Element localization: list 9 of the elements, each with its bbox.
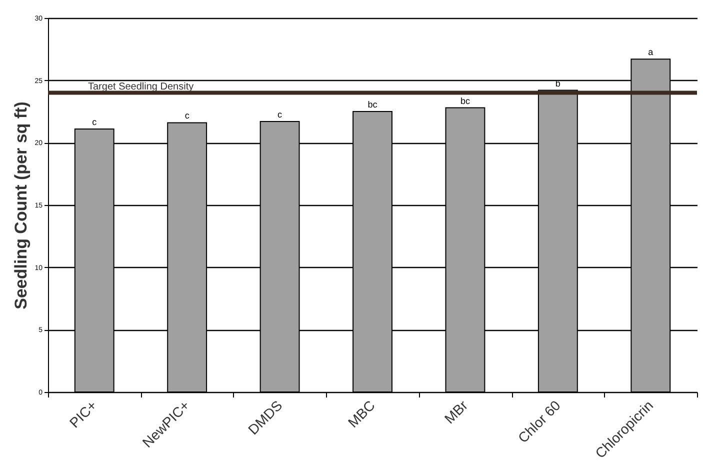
annotation: bc [368, 100, 378, 110]
x-tick-label: MBr [441, 396, 471, 427]
ref-line-label: Target Seedling Density [88, 81, 194, 92]
y-axis-title: Seedling Count (per sq ft) [12, 102, 31, 310]
annotation: c [278, 109, 283, 120]
annotation: c [92, 116, 98, 127]
annotation: bc [460, 96, 470, 106]
annotation: a [648, 47, 654, 58]
annotation: c [184, 110, 190, 121]
